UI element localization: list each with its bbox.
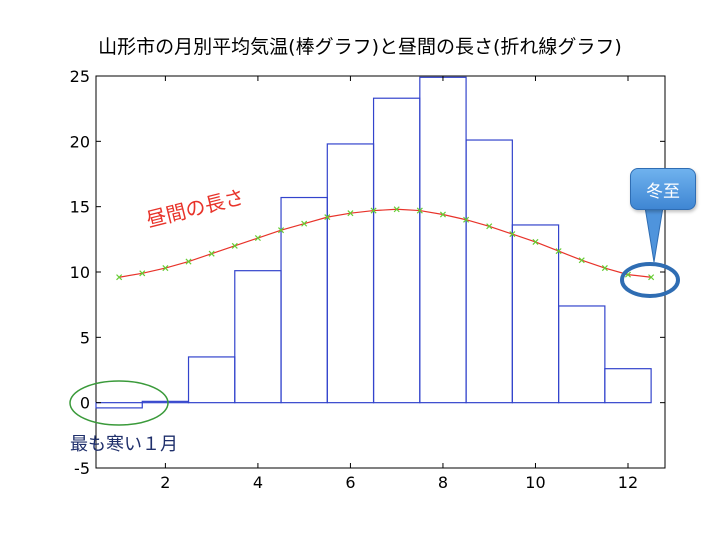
x-tick-label: 6 [345,473,355,492]
x-tick-label: 10 [525,473,545,492]
daylight-point [185,258,192,265]
daylight-point [463,216,470,223]
x-tick-label: 4 [253,473,263,492]
daylight-series [116,206,655,281]
bar-month-8 [419,76,467,404]
daylight-point [393,206,400,213]
callout-pointer [644,206,664,263]
y-tick-label: 10 [70,263,90,282]
x-tick-label: 8 [438,473,448,492]
daylight-point [324,214,331,221]
y-tick-label: -5 [74,459,90,478]
y-tick-label: 15 [70,198,90,217]
plot-frame [95,75,666,469]
bar-month-2 [141,400,190,404]
daylight-point [231,242,238,249]
bar-month-10 [511,224,560,404]
daylight-point [208,250,215,257]
daylight-point [347,210,354,217]
x-tick-label: 2 [160,473,170,492]
bar-month-6 [326,143,375,404]
daylight-point [416,207,423,214]
y-tick-label: 25 [70,67,90,86]
bar-month-11 [558,305,606,404]
daylight-point [116,274,123,281]
bar-month-1 [95,402,143,409]
daylight-point [301,220,308,227]
bar-series [95,76,652,409]
daylight-point [555,248,562,255]
daylight-line [119,208,652,278]
daylight-point [601,265,608,272]
daylight-point [139,270,146,277]
coldest-month-annotation: 最も寒い１月 [70,434,178,455]
daylight-point [370,207,377,214]
chart-title: 山形市の月別平均気温(棒グラフ)と昼間の長さ(折れ線グラフ) [98,36,622,58]
bar-month-9 [465,139,513,404]
solstice-highlight-ellipse [620,262,680,298]
daylight-point [532,238,539,245]
daylight-point [278,227,285,234]
daylight-point [486,223,493,230]
x-tick-label: 12 [618,473,638,492]
coldest-highlight-ellipse [69,380,169,426]
y-tick-label: 0 [80,394,90,413]
daylight-point [578,257,585,264]
winter-solstice-callout: 冬至 [630,168,696,210]
daylight-point [648,274,655,281]
y-tick-label: 20 [70,132,90,151]
daylight-point [509,231,516,238]
axis-ticks: -5 0 5 10 15 20 25 2 4 6 8 10 12 [70,67,665,492]
daylight-point [439,211,446,218]
bar-month-4 [234,270,282,404]
daylight-point [162,265,169,272]
bar-month-7 [372,97,421,404]
bar-month-3 [187,356,236,404]
daylight-point [254,235,261,242]
winter-solstice-label: 冬至 [646,181,680,202]
y-tick-label: 5 [80,328,90,347]
bar-month-12 [604,368,652,404]
